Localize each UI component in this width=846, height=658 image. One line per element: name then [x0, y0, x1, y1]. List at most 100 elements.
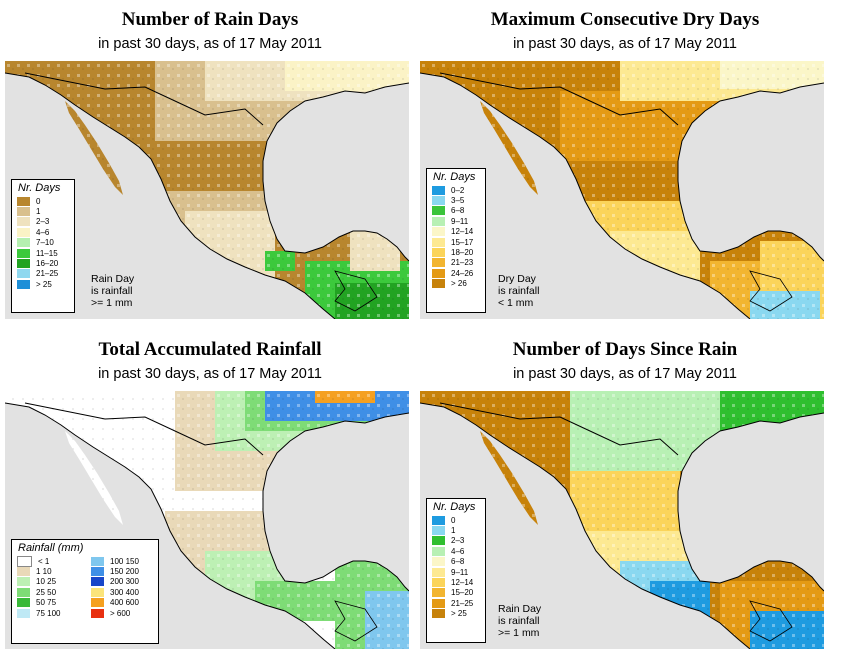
legend-entry: 6–8	[427, 206, 485, 216]
since-rain-legend: Nr. Days 0 1 2–3 4–6 6–8 9–11 12–14 15–20 21–25 >…	[426, 498, 486, 643]
legend-label: 10 25	[36, 577, 57, 587]
legend-swatch	[17, 207, 30, 217]
legend-label: > 600	[110, 608, 131, 618]
legend-swatch	[17, 217, 30, 227]
legend-entry: 12–14	[427, 227, 485, 237]
legend-label: 21–25	[36, 269, 59, 279]
dry-days-legend: Nr. Days 0–2 3–5 6–8 9–11 12–14 15–17 18–20 21–…	[426, 168, 486, 313]
legend-entry: 16–20	[12, 258, 74, 269]
legend-label: 300 400	[110, 587, 139, 597]
legend-label: 12–14	[451, 227, 474, 237]
legend-title: Nr. Days	[18, 182, 61, 194]
panel-since-rain: Number of Days Since Rain in past 30 day…	[420, 330, 830, 650]
note-line: Dry Day	[498, 273, 536, 285]
legend-label: 9–11	[451, 216, 469, 226]
legend-label: 400 600	[110, 598, 139, 608]
legend-entry: 1 10	[12, 566, 72, 577]
panel-rainfall: Total Accumulated Rainfall in past 30 da…	[5, 330, 415, 650]
note-line: >= 1 mm	[498, 627, 540, 639]
legend-label: 12–14	[451, 578, 474, 588]
legend-swatch	[17, 598, 30, 608]
legend-swatch	[432, 237, 445, 247]
legend-swatch	[91, 577, 104, 587]
dry-days-map	[420, 61, 824, 319]
legend-label: > 25	[36, 279, 52, 289]
panel-subtitle: in past 30 days, as of 17 May 2011	[98, 36, 322, 52]
legend-swatch	[17, 279, 30, 289]
legend-swatch	[17, 248, 30, 258]
legend-label: 2–3	[451, 536, 465, 546]
legend-entry: 15–17	[427, 237, 485, 247]
legend-label: < 1	[38, 556, 50, 566]
legend-swatch	[432, 546, 445, 556]
legend-label: 4–6	[36, 227, 50, 237]
panel-subtitle: in past 30 days, as of 17 May 2011	[98, 366, 322, 382]
legend-entry: > 26	[427, 279, 485, 289]
legend-column-right: 100 150 150 200 200 300 300 400 400 600 > 600	[86, 556, 144, 618]
legend-label: 21–25	[451, 598, 474, 608]
legend-swatch	[432, 557, 445, 567]
legend-swatch	[432, 609, 445, 619]
legend-swatch	[17, 196, 30, 206]
legend-entry: 4–6	[427, 546, 485, 556]
legend-label: 1	[451, 526, 456, 536]
legend-label: 18–20	[451, 248, 474, 258]
legend-swatch	[432, 227, 445, 237]
legend-label: 4–6	[451, 546, 465, 556]
legend-swatch	[17, 587, 30, 597]
legend-entry: 12–14	[427, 577, 485, 588]
legend-entry: > 600	[86, 608, 144, 618]
rainfall-map	[5, 391, 409, 649]
legend-swatch	[432, 536, 445, 546]
rain-days-legend: Nr. Days 0 1 2–3 4–6 7–10 11–15 16–20 21–25 > 25	[11, 179, 75, 313]
legend-swatch	[17, 555, 32, 567]
legend-entry: 21–25	[427, 598, 485, 608]
panel-title: Maximum Consecutive Dry Days	[490, 9, 760, 30]
note-line: is rainfall	[91, 285, 133, 297]
legend-swatch	[432, 588, 445, 598]
legend-entry: 1	[12, 206, 74, 217]
legend-entries: 0–2 3–5 6–8 9–11 12–14 15–17 18–20 21–23 24–26 > …	[427, 185, 485, 289]
note-line: < 1 mm	[498, 297, 534, 309]
legend-label: 200 300	[110, 577, 139, 587]
legend-label: 1	[36, 207, 41, 217]
legend-entry: 200 300	[86, 577, 144, 587]
legend-swatch	[432, 196, 445, 206]
legend-entry: > 25	[427, 609, 485, 619]
legend-label: 75 100	[36, 608, 61, 618]
legend-entry: 10 25	[12, 577, 72, 587]
panel-rain-days: Number of Rain Days in past 30 days, as …	[5, 0, 415, 320]
legend-entry: 3–5	[427, 195, 485, 206]
legend-swatch	[432, 185, 445, 195]
legend-entry: 6–8	[427, 557, 485, 567]
rain-day-note: Rain Day is rainfall >= 1 mm	[91, 273, 134, 309]
legend-swatch	[432, 598, 445, 608]
legend-swatch	[432, 206, 445, 216]
legend-label: > 25	[451, 609, 467, 619]
legend-label: 16–20	[36, 259, 59, 269]
legend-title: Rainfall (mm)	[18, 542, 84, 554]
legend-entry: 50 75	[12, 598, 72, 608]
legend-entry: > 25	[12, 279, 74, 289]
legend-swatch	[91, 587, 104, 597]
legend-entry: 21–23	[427, 258, 485, 268]
legend-label: 9–11	[451, 567, 469, 577]
legend-entry: 9–11	[427, 216, 485, 226]
legend-swatch	[432, 578, 445, 588]
legend-label: 0	[451, 515, 456, 525]
legend-label: 25 50	[36, 587, 57, 597]
note-line: Rain Day	[91, 273, 135, 285]
dry-day-note: Dry Day is rainfall < 1 mm	[498, 273, 539, 309]
legend-label: 7–10	[36, 238, 54, 248]
legend-swatch	[432, 279, 445, 289]
legend-entry: 0	[12, 196, 74, 206]
legend-entry: 300 400	[86, 587, 144, 597]
note-line: is rainfall	[498, 285, 540, 297]
legend-label: 2–3	[36, 217, 50, 227]
panel-subtitle: in past 30 days, as of 17 May 2011	[513, 366, 737, 382]
legend-entry: 9–11	[427, 567, 485, 577]
panel-title: Number of Rain Days	[121, 9, 299, 30]
legend-title: Nr. Days	[433, 501, 476, 513]
